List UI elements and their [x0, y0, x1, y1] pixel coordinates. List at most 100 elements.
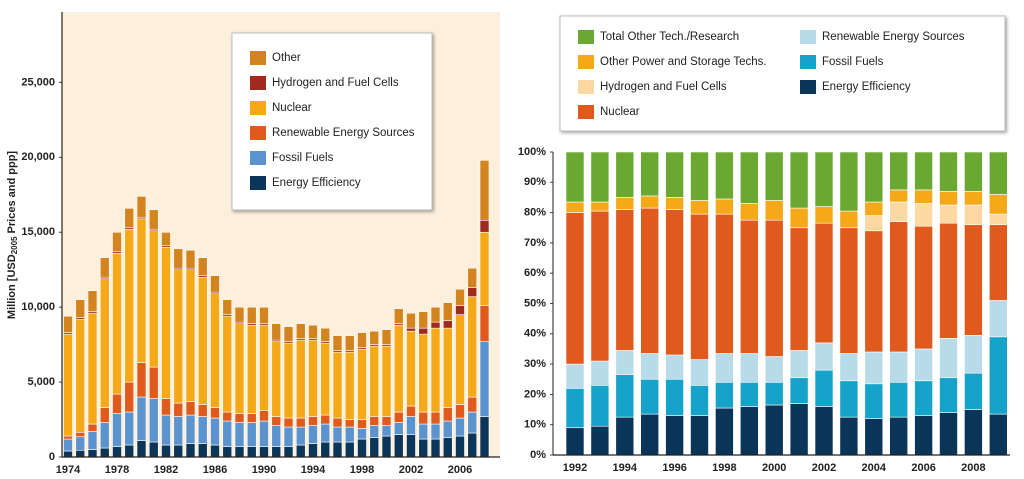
bar-segment [63, 435, 73, 440]
y-label-sub: 2005 [10, 236, 19, 254]
y-tick-label: 0 [49, 451, 55, 463]
bar-segment [665, 415, 684, 456]
bar-segment [690, 385, 709, 416]
y-tick-label: 90% [524, 176, 546, 188]
bar-segment [914, 225, 933, 350]
bar-segment [789, 350, 809, 379]
bar-segment [455, 404, 465, 419]
bar-segment [455, 314, 465, 405]
bar-segment [467, 411, 478, 434]
bar-segment [406, 434, 416, 458]
legend-swatch [800, 80, 816, 94]
bar-segment [715, 213, 734, 354]
bar-segment [357, 419, 367, 429]
bar-segment [665, 197, 684, 210]
bar-segment [789, 227, 809, 351]
legend-swatch [250, 151, 266, 165]
bar-segment [344, 335, 355, 351]
bar-segment [739, 219, 759, 354]
bar-segment [864, 351, 884, 385]
bar-segment [246, 422, 257, 447]
bar-segment [75, 436, 86, 451]
bar-segment [357, 348, 367, 420]
bar-segment [173, 416, 184, 446]
bar-segment [210, 275, 220, 293]
legend-label: Energy Efficiency [272, 177, 361, 189]
bar-segment [839, 416, 859, 456]
bar-segment [406, 416, 416, 435]
bar-segment [615, 416, 635, 456]
bar-segment [988, 413, 1008, 456]
bar-segment [690, 415, 709, 456]
legend-label: Nuclear [600, 106, 640, 118]
bar-segment [234, 446, 245, 458]
legend-swatch [800, 55, 816, 69]
bar-segment [63, 315, 73, 333]
bar-segment [479, 341, 490, 417]
x-tick-label: 2002 [399, 464, 423, 476]
bar-segment [197, 276, 208, 405]
bar-segment [393, 324, 404, 413]
x-tick-label: 1986 [203, 464, 227, 476]
bar-segment [271, 416, 282, 426]
bar-segment [455, 435, 465, 458]
bar-segment [283, 326, 294, 342]
bar-segment [124, 444, 135, 458]
bar-segment [283, 342, 294, 419]
bar-segment [839, 353, 859, 382]
bar-segment [615, 350, 635, 376]
y-axis-label: Million [USD2005 Prices and ppp] [6, 151, 19, 319]
bar-segment [161, 231, 171, 247]
bar-segment [295, 323, 306, 339]
bar-segment [148, 441, 159, 458]
bar-segment [418, 411, 429, 425]
bar-segment [320, 441, 331, 458]
bar-segment [406, 330, 416, 407]
y-tick-label: 25,000 [21, 76, 55, 88]
legend-label: Other Power and Storage Techs. [600, 56, 767, 68]
bar-segment [136, 218, 147, 363]
bar-segment [739, 203, 759, 221]
bar-segment [418, 327, 429, 335]
legend-label: Renewable Energy Sources [272, 127, 415, 139]
bar-segment [964, 224, 983, 336]
y-label-part: Prices and ppp] [6, 151, 18, 237]
bar-segment [308, 324, 318, 339]
bar-segment [99, 447, 110, 458]
x-tick-label: 2006 [448, 464, 472, 476]
bar-segment [864, 230, 884, 353]
bar-segment [640, 378, 660, 415]
bar-segment [112, 231, 122, 253]
bar-segment [161, 444, 171, 458]
bar-segment [615, 209, 635, 351]
bar-segment [590, 151, 610, 203]
legend-swatch [250, 51, 266, 65]
legend-label: Energy Efficiency [822, 81, 911, 93]
bar-segment [197, 404, 208, 417]
bar-segment [197, 443, 208, 458]
bar-segment [814, 206, 834, 224]
bar-segment [565, 212, 585, 365]
bar-segment [320, 414, 331, 425]
legend-swatch [800, 30, 816, 44]
bar-segment [418, 423, 429, 440]
bar-segment [615, 197, 635, 210]
bar-segment [615, 374, 635, 418]
bar-segment [864, 151, 884, 203]
bar-segment [234, 306, 245, 323]
bar-segment [320, 342, 331, 416]
bar-segment [988, 224, 1008, 301]
bar-segment [197, 257, 208, 277]
bar-segment [640, 195, 660, 209]
bar-segment [148, 366, 159, 399]
bar-segment [283, 426, 294, 447]
bar-segment [173, 248, 184, 269]
bar-segment [914, 203, 933, 227]
bar-segment [988, 151, 1008, 195]
bar-segment [185, 443, 196, 458]
bar-segment [295, 339, 306, 419]
bar-segment [381, 425, 392, 437]
bar-segment [430, 438, 441, 458]
bar-segment [63, 438, 73, 452]
